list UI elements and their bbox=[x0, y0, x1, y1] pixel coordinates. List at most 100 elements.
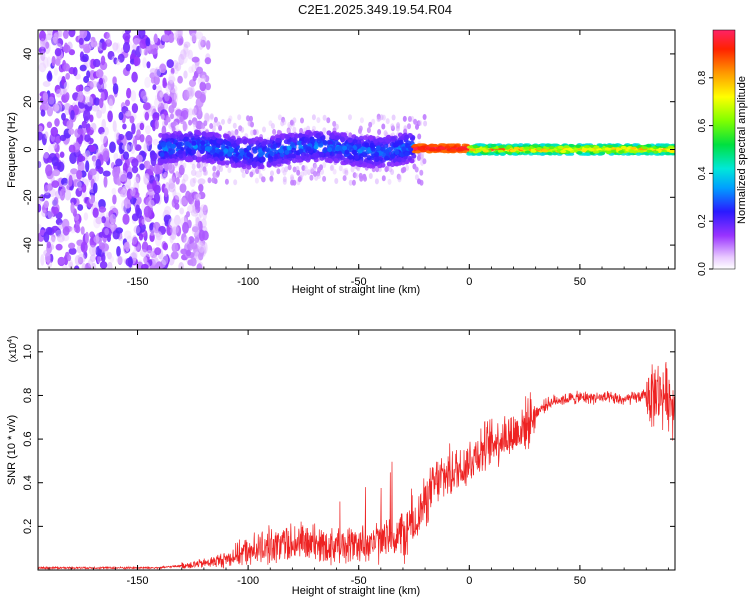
heatmap-cell-460 bbox=[199, 204, 208, 212]
heatmap-cell-180 bbox=[133, 176, 140, 185]
heatmap-cell-2558 bbox=[202, 154, 207, 160]
heatmap-cell-589 bbox=[122, 32, 131, 41]
heatmap-cell-767 bbox=[121, 144, 128, 151]
heatmap-cell-747 bbox=[90, 194, 96, 204]
heatmap-cell-885 bbox=[46, 241, 52, 249]
heatmap-cell-481 bbox=[84, 102, 93, 112]
heatmap-cell-433 bbox=[191, 56, 200, 63]
heatmap-cell-29 bbox=[116, 42, 121, 54]
heatmap-cell-840 bbox=[76, 169, 83, 180]
heatmap-cell-291 bbox=[173, 214, 181, 226]
heatmap-cell-489 bbox=[126, 171, 133, 180]
heatmap-cell-892 bbox=[67, 254, 72, 262]
heatmap-cell-1243 bbox=[309, 174, 314, 181]
heatmap-cell-755 bbox=[112, 42, 119, 51]
heatmap-cell-1101 bbox=[342, 168, 347, 175]
heatmap-cell-2548 bbox=[200, 144, 206, 150]
heatmap-cell-854 bbox=[150, 198, 157, 206]
heatmap-cell-773 bbox=[42, 92, 49, 102]
heatmap-cell-2595 bbox=[160, 142, 166, 148]
heatmap-cell-1351 bbox=[276, 129, 281, 136]
heatmap-cell-582 bbox=[97, 83, 105, 93]
heatmap-cell-832 bbox=[143, 175, 150, 186]
heatmap-cell-483 bbox=[38, 46, 46, 55]
heatmap-cell-2574 bbox=[188, 132, 194, 138]
heatmap-cell-1436 bbox=[358, 128, 362, 134]
heatmap-cell-898 bbox=[175, 30, 183, 39]
heatmap-cell-1322 bbox=[168, 164, 173, 170]
heatmap-cell-956 bbox=[185, 190, 191, 201]
heatmap-cell-2613 bbox=[163, 158, 168, 164]
heatmap-cell-2522 bbox=[176, 130, 182, 136]
heatmap-cell-486 bbox=[165, 254, 170, 266]
colorbar-tick-label-4: 0.8 bbox=[697, 70, 708, 84]
heatmap-cell-2624 bbox=[252, 148, 258, 154]
heatmap-cell-2497 bbox=[324, 151, 330, 157]
heatmap-cell-949 bbox=[43, 249, 51, 257]
heatmap-cell-1294 bbox=[329, 165, 334, 172]
heatmap-cell-306 bbox=[202, 211, 207, 220]
heatmap-cell-1265 bbox=[297, 176, 302, 183]
heatmap-cell-1090 bbox=[407, 123, 411, 130]
spectrogram-xtick-label-3: 0 bbox=[466, 276, 472, 288]
heatmap-cell-972 bbox=[107, 261, 113, 269]
heatmap-cell-734 bbox=[133, 239, 139, 247]
snr-xtick-label-0: -150 bbox=[127, 575, 149, 587]
heatmap-cell-17 bbox=[131, 103, 139, 114]
heatmap-cell-953 bbox=[131, 158, 139, 168]
heatmap-cell-743 bbox=[89, 168, 97, 176]
heatmap-cell-1184 bbox=[368, 173, 373, 179]
heatmap-cell-863 bbox=[148, 199, 155, 209]
heatmap-cell-842 bbox=[168, 104, 175, 114]
heatmap-cell-511 bbox=[96, 148, 101, 157]
heatmap-cell-2653 bbox=[178, 153, 184, 159]
heatmap-cell-1197 bbox=[396, 123, 400, 130]
heatmap-cell-3372 bbox=[593, 150, 599, 154]
heatmap-cell-3496 bbox=[664, 151, 671, 156]
heatmap-cell-1447 bbox=[388, 166, 393, 173]
heatmap-cell-1032 bbox=[177, 30, 183, 38]
heatmap-cell-769 bbox=[55, 190, 62, 199]
heatmap-cell-3480 bbox=[569, 144, 575, 148]
heatmap-cell-550 bbox=[46, 72, 53, 82]
heatmap-cell-1080 bbox=[316, 117, 321, 124]
heatmap-cell-1023 bbox=[190, 32, 198, 43]
heatmap-cell-2651 bbox=[237, 162, 242, 168]
heatmap-cell-100 bbox=[107, 50, 115, 60]
heatmap-cell-287 bbox=[85, 150, 91, 161]
heatmap-cell-1421 bbox=[322, 127, 327, 134]
heatmap-cell-905 bbox=[66, 119, 74, 130]
heatmap-cell-697 bbox=[46, 121, 53, 129]
heatmap-cell-812 bbox=[136, 196, 142, 205]
heatmap-cell-889 bbox=[44, 131, 49, 140]
heatmap-cell-2640 bbox=[260, 156, 266, 162]
heatmap-cell-462 bbox=[50, 126, 59, 137]
heatmap-cell-2601 bbox=[291, 137, 297, 143]
heatmap-cell-2599 bbox=[220, 144, 226, 150]
heatmap-cell-2444 bbox=[368, 135, 374, 140]
colorbar-tick-label-1: 0.2 bbox=[697, 214, 708, 228]
heatmap-cell-830 bbox=[93, 235, 100, 243]
heatmap-cell-1928 bbox=[362, 135, 368, 141]
heatmap-cell-2846 bbox=[444, 145, 451, 149]
heatmap-cell-55 bbox=[149, 232, 155, 243]
heatmap-cell-3399 bbox=[513, 146, 520, 150]
heatmap-cell-3468 bbox=[475, 149, 482, 153]
heatmap-cell-1043 bbox=[126, 188, 133, 200]
heatmap-cell-962 bbox=[108, 98, 114, 110]
heatmap-cell-426 bbox=[43, 192, 51, 199]
heatmap-cell-1543 bbox=[390, 123, 395, 130]
heatmap-cell-952 bbox=[87, 258, 94, 268]
heatmap-cell-2481 bbox=[284, 134, 290, 140]
heatmap-cell-1424 bbox=[172, 120, 177, 127]
heatmap-cell-361 bbox=[101, 253, 106, 263]
heatmap-cell-943 bbox=[81, 183, 87, 193]
heatmap-cell-805 bbox=[43, 152, 49, 159]
heatmap-cell-1525 bbox=[418, 120, 423, 126]
heatmap-cell-130 bbox=[39, 194, 46, 202]
heatmap-cell-1391 bbox=[250, 129, 255, 136]
heatmap-cell-916 bbox=[174, 192, 182, 200]
heatmap-cell-2545 bbox=[171, 143, 176, 149]
heatmap-cell-521 bbox=[68, 247, 77, 255]
